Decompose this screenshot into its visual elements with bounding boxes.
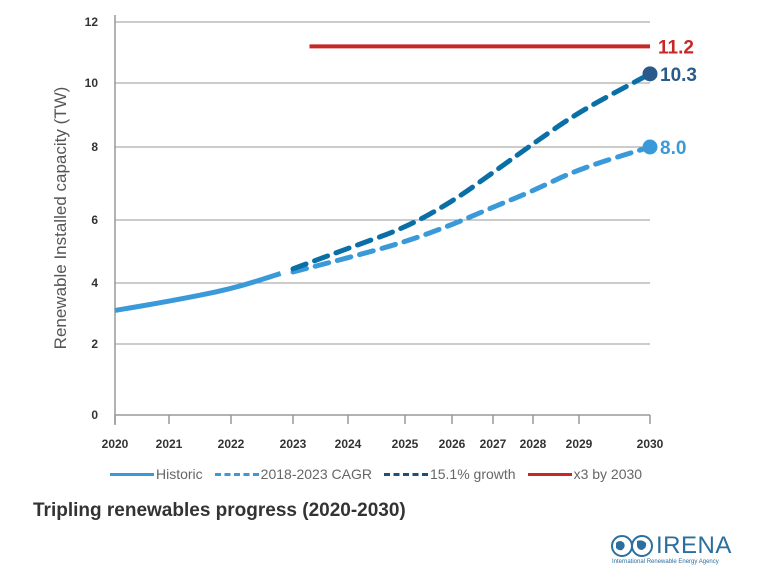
x-tick-label: 2029 bbox=[566, 437, 593, 451]
legend-label: 15.1% growth bbox=[429, 466, 516, 482]
y-tick-label: 10 bbox=[85, 76, 99, 90]
y-tick-label: 8 bbox=[91, 140, 98, 154]
legend-label: x3 by 2030 bbox=[573, 466, 643, 482]
gridlines bbox=[115, 21, 650, 345]
logo-subtitle: International Renewable Energy Agency bbox=[612, 559, 719, 565]
chart-title: Tripling renewables progress (2020-2030) bbox=[33, 500, 406, 521]
axes bbox=[114, 15, 651, 425]
y-axis-label: Renewable Installed capacity (TW) bbox=[51, 87, 70, 350]
series-growth bbox=[290, 71, 653, 272]
x-tick-label: 2021 bbox=[156, 437, 183, 451]
x-tick-label: 2020 bbox=[102, 437, 129, 451]
x-tick-label: 2024 bbox=[335, 437, 362, 451]
end-point-marker bbox=[642, 66, 658, 82]
legend-item-historic[interactable]: Historic bbox=[110, 466, 203, 482]
series-historic bbox=[114, 271, 282, 313]
end-point-marker bbox=[642, 139, 658, 155]
x-tick-label: 2030 bbox=[637, 437, 664, 451]
y-tick-label: 0 bbox=[91, 408, 98, 422]
irena-logo: IRENA International Renewable Energy Age… bbox=[610, 532, 740, 568]
legend-swatch-cagr bbox=[214, 472, 259, 476]
x-tick-label: 2025 bbox=[392, 437, 419, 451]
legend-item-growth[interactable]: 15.1% growth bbox=[383, 466, 516, 482]
series-lines bbox=[114, 44, 658, 313]
legend-item-cagr[interactable]: 2018-2023 CAGR bbox=[214, 466, 372, 482]
legend-label: 2018-2023 CAGR bbox=[260, 466, 372, 482]
logo-name: IRENA bbox=[656, 532, 732, 559]
x-tick-label: 2022 bbox=[218, 437, 245, 451]
x-tick-label: 2028 bbox=[520, 437, 547, 451]
legend-swatch-target bbox=[527, 472, 572, 476]
x-tick-labels: 2020 2021 2022 2023 2024 2025 2026 2027 2028 2029… bbox=[102, 437, 664, 451]
end-value-label: 8.0 bbox=[660, 138, 686, 159]
y-tick-label: 12 bbox=[85, 15, 99, 29]
x-tick-label: 2023 bbox=[280, 437, 307, 451]
y-tick-label: 4 bbox=[91, 276, 98, 290]
legend-item-target[interactable]: x3 by 2030 bbox=[527, 466, 643, 482]
y-tick-label: 6 bbox=[91, 213, 98, 227]
legend: Historic 2018-2023 CAGR 15.1% growth x3 … bbox=[110, 466, 654, 482]
y-tick-labels: 0 2 4 6 8 10 12 bbox=[85, 15, 99, 422]
x-tick-label: 2027 bbox=[480, 437, 507, 451]
end-value-label: 10.3 bbox=[660, 65, 697, 86]
globe-icon bbox=[611, 535, 653, 557]
legend-swatch-growth bbox=[383, 472, 428, 476]
legend-swatch-historic bbox=[110, 472, 154, 476]
end-value-label: 11.2 bbox=[658, 37, 694, 58]
x-tick-label: 2026 bbox=[439, 437, 466, 451]
series-cagr bbox=[290, 144, 653, 275]
end-labels: 8.0 10.3 11.2 bbox=[658, 37, 697, 159]
legend-label: Historic bbox=[156, 466, 203, 482]
y-tick-label: 2 bbox=[91, 337, 98, 351]
